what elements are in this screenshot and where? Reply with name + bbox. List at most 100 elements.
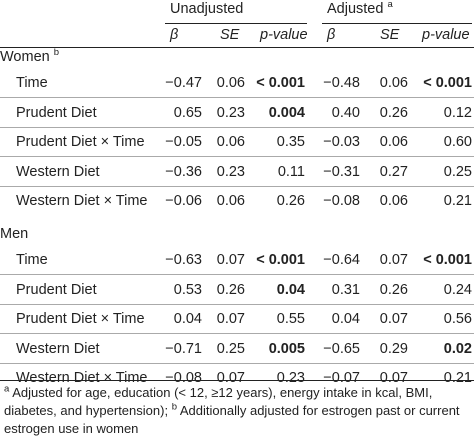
- section-label: Women b: [0, 47, 60, 65]
- row-separator: [0, 362, 474, 364]
- header-rule-adjusted: [322, 23, 472, 24]
- row-separator: [0, 185, 474, 187]
- cell-u-beta: 0.04: [173, 311, 202, 327]
- cell-a-se: 0.06: [379, 193, 408, 209]
- cell-u-p: < 0.001: [256, 75, 305, 91]
- cell-a-p: < 0.001: [423, 75, 472, 91]
- row-separator: [0, 274, 474, 275]
- row-label: Western Diet: [16, 340, 100, 357]
- cell-a-beta: −0.65: [323, 340, 360, 357]
- cell-a-p: 0.21: [443, 193, 472, 209]
- cell-u-beta: −0.05: [165, 134, 202, 150]
- footnote-marker-b: b: [171, 401, 177, 413]
- row-label: Western Diet × Time: [16, 370, 148, 386]
- cell-u-se: 0.25: [216, 340, 245, 357]
- col-header-p-unadjusted: p-value: [260, 27, 308, 43]
- cell-a-p: 0.02: [443, 340, 472, 357]
- row-label: Time: [16, 252, 48, 268]
- cell-a-se: 0.07: [379, 252, 408, 268]
- cell-u-se: 0.06: [216, 75, 245, 91]
- col-header-beta-unadjusted: β: [170, 27, 179, 43]
- cell-a-se: 0.07: [379, 370, 408, 386]
- cell-u-beta: 0.53: [173, 281, 202, 298]
- footnote-marker-a: a: [4, 383, 10, 395]
- row-separator: [0, 156, 474, 157]
- cell-a-beta: 0.31: [331, 281, 360, 298]
- row-separator: [0, 126, 474, 128]
- cell-u-p: 0.004: [268, 104, 305, 121]
- cell-a-se: 0.26: [379, 104, 408, 121]
- cell-a-se: 0.07: [379, 311, 408, 327]
- header-rule-unadjusted: [165, 23, 307, 24]
- cell-u-p: 0.23: [276, 370, 305, 386]
- cell-a-beta: 0.04: [331, 311, 360, 327]
- cell-a-p: 0.21: [443, 370, 472, 386]
- cell-a-beta: −0.07: [323, 370, 360, 386]
- cell-a-se: 0.06: [379, 75, 408, 91]
- row-separator: [0, 97, 474, 98]
- cell-u-beta: −0.71: [165, 340, 202, 357]
- cell-a-p: < 0.001: [423, 252, 472, 268]
- footnote-marker-b: b: [53, 47, 60, 59]
- row-label: Prudent Diet: [16, 281, 97, 298]
- cell-a-beta: 0.40: [331, 104, 360, 121]
- cell-u-p: 0.26: [276, 193, 305, 209]
- cell-u-beta: −0.63: [165, 252, 202, 268]
- col-header-beta-adjusted: β: [327, 27, 336, 43]
- cell-a-p: 0.56: [443, 311, 472, 327]
- row-separator: [0, 333, 474, 334]
- cell-u-se: 0.07: [216, 252, 245, 268]
- section-label-text: Women: [0, 49, 50, 65]
- cell-a-p: 0.24: [443, 281, 472, 298]
- cell-a-p: 0.60: [443, 134, 472, 150]
- footnote-marker-a: a: [387, 0, 393, 11]
- cell-u-se: 0.06: [216, 193, 245, 209]
- cell-u-p: 0.04: [276, 281, 305, 298]
- col-header-p-adjusted: p-value: [422, 27, 470, 43]
- cell-u-se: 0.23: [216, 104, 245, 121]
- cell-a-beta: −0.64: [323, 252, 360, 268]
- cell-u-beta: −0.36: [165, 163, 202, 180]
- cell-u-se: 0.26: [216, 281, 245, 298]
- row-label: Western Diet: [16, 163, 100, 180]
- cell-u-p: 0.11: [277, 163, 305, 180]
- section-label-text: Men: [0, 226, 29, 242]
- footnote-text-a: Adjusted for age, education (< 12, ≥12 y…: [4, 385, 433, 418]
- cell-u-se: 0.07: [216, 370, 245, 386]
- cell-u-se: 0.07: [216, 311, 245, 327]
- row-label: Prudent Diet × Time: [16, 311, 145, 327]
- cell-a-beta: −0.03: [323, 134, 360, 150]
- cell-a-se: 0.26: [379, 281, 408, 298]
- row-label: Prudent Diet × Time: [16, 134, 145, 150]
- header-bottom-rule: [0, 47, 474, 48]
- row-separator: [0, 303, 474, 305]
- row-label: Prudent Diet: [16, 104, 97, 121]
- cell-a-p: 0.25: [443, 163, 472, 180]
- cell-a-se: 0.27: [379, 163, 408, 180]
- cell-u-beta: −0.08: [165, 370, 202, 386]
- table-bottom-rule: [0, 380, 474, 381]
- cell-u-p: 0.35: [276, 134, 305, 150]
- cell-u-beta: −0.06: [165, 193, 202, 209]
- cell-u-p: 0.55: [276, 311, 305, 327]
- cell-a-p: 0.12: [443, 104, 472, 121]
- footnote-text-b: Additionally adjusted for estrogen past …: [4, 403, 460, 436]
- cell-a-beta: −0.08: [323, 193, 360, 209]
- row-label: Western Diet × Time: [16, 193, 148, 209]
- col-header-se-unadjusted: SE: [220, 27, 240, 43]
- cell-u-se: 0.23: [216, 163, 245, 180]
- cell-a-se: 0.06: [379, 134, 408, 150]
- row-label: Time: [16, 75, 48, 91]
- section-label: Men: [0, 226, 28, 242]
- cell-u-se: 0.06: [216, 134, 245, 150]
- footnote: a Adjusted for age, education (< 12, ≥12…: [4, 384, 470, 438]
- cell-a-se: 0.29: [379, 340, 408, 357]
- col-header-se-adjusted: SE: [380, 27, 400, 43]
- cell-a-beta: −0.31: [323, 163, 360, 180]
- header-adjusted: Adjusted a: [327, 0, 393, 17]
- cell-u-p: < 0.001: [256, 252, 305, 268]
- header-unadjusted: Unadjusted: [170, 1, 244, 17]
- cell-u-beta: −0.47: [165, 75, 202, 91]
- cell-a-beta: −0.48: [323, 75, 360, 91]
- cell-u-p: 0.005: [268, 340, 305, 357]
